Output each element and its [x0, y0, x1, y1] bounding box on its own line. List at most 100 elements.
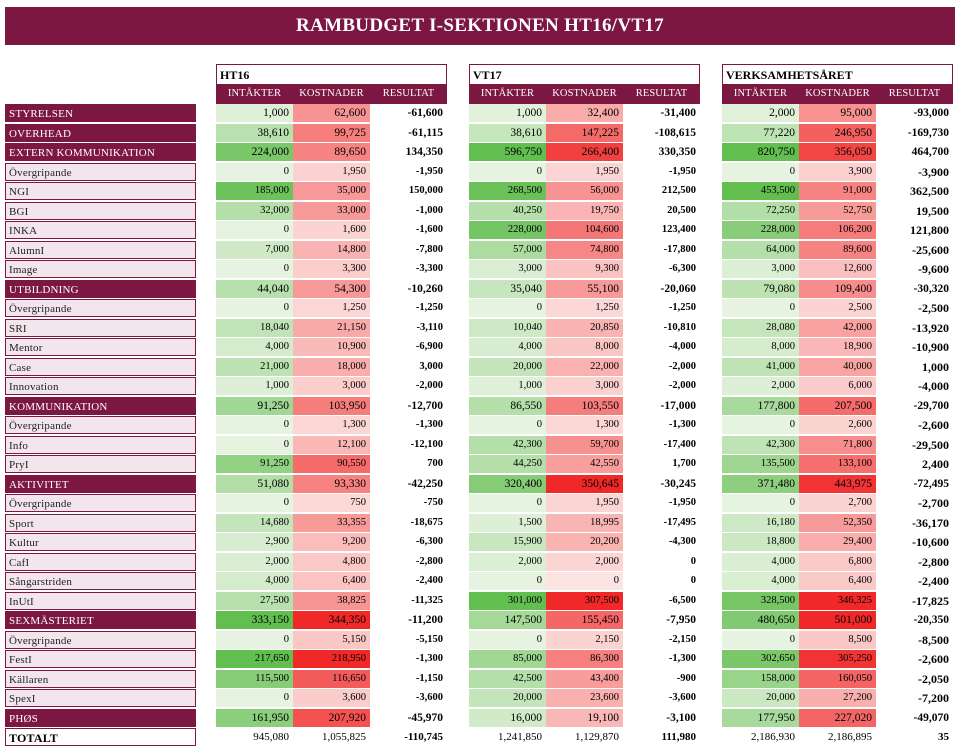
costs-cell: 1,300 — [546, 416, 623, 434]
table-row: 158,000 160,050 -2,050 — [722, 669, 953, 688]
result-cell: -30,245 — [623, 474, 700, 493]
table-row: 44,250 42,550 1,700 — [469, 455, 700, 473]
section-ht16: HT16 INTÄKTER KOSTNADER RESULTAT 1,000 62… — [216, 64, 447, 748]
section-body: 1,000 62,600 -61,600 38,610 99,725 -61,115 224… — [216, 104, 447, 746]
result-cell: 3,000 — [370, 357, 447, 376]
table-row: 217,650 218,950 -1,300 — [216, 650, 447, 668]
income-cell: 147,500 — [469, 611, 546, 629]
table-row: 0 1,950 -1,950 — [469, 162, 700, 181]
result-cell: 150,000 — [370, 182, 447, 200]
table-row: 2,000 95,000 -93,000 — [722, 104, 953, 122]
income-cell: 217,650 — [216, 650, 293, 668]
costs-cell: 19,750 — [546, 201, 623, 220]
income-cell: 7,000 — [216, 240, 293, 259]
result-cell: -45,970 — [370, 708, 447, 727]
table-row: 14,680 33,355 -18,675 — [216, 513, 447, 532]
result-cell: -29,500 — [876, 435, 953, 454]
result-cell: -9,600 — [876, 260, 953, 278]
result-cell: 464,700 — [876, 143, 953, 161]
table-row: 1,500 18,995 -17,495 — [469, 513, 700, 532]
result-cell: 0 — [623, 552, 700, 571]
section-body: 1,000 32,400 -31,400 38,610 147,225 -108,615 5… — [469, 104, 700, 746]
result-cell: -36,170 — [876, 513, 953, 532]
result-cell: -1,950 — [623, 162, 700, 181]
result-cell: -3,110 — [370, 318, 447, 337]
income-cell: 115,500 — [216, 669, 293, 688]
table-row: 0 3,900 -3,900 — [722, 162, 953, 181]
table-row: 2,000 2,000 0 — [469, 552, 700, 571]
table-row: 57,000 74,800 -17,800 — [469, 240, 700, 259]
table-row: 21,000 18,000 3,000 — [216, 357, 447, 376]
income-cell: 57,000 — [469, 240, 546, 259]
costs-cell: 6,800 — [799, 552, 876, 571]
table-row: 77,220 246,950 -169,730 — [722, 123, 953, 142]
result-cell: -17,000 — [623, 396, 700, 415]
income-cell: 20,000 — [469, 357, 546, 376]
table-row: 820,750 356,050 464,700 — [722, 143, 953, 161]
result-cell: -31,400 — [623, 104, 700, 122]
table-row: 41,000 40,000 1,000 — [722, 357, 953, 376]
costs-cell: 3,900 — [799, 162, 876, 181]
column-header-income: INTÄKTER — [227, 88, 282, 99]
total-row: 1,241,850 1,129,870 111,980 — [469, 728, 700, 746]
result-cell: -110,745 — [370, 728, 447, 746]
income-cell: 4,000 — [722, 572, 799, 590]
table-row: 44,040 54,300 -10,260 — [216, 279, 447, 298]
result-cell: -11,200 — [370, 611, 447, 629]
result-cell: -49,070 — [876, 708, 953, 727]
result-cell: -6,500 — [623, 591, 700, 610]
result-cell: -1,300 — [623, 650, 700, 668]
result-cell: -12,700 — [370, 396, 447, 415]
result-cell: -10,810 — [623, 318, 700, 337]
subcategory-label: PryI — [5, 455, 196, 473]
result-cell: -1,150 — [370, 669, 447, 688]
column-header-result: RESULTAT — [382, 88, 435, 99]
income-cell: 40,250 — [469, 201, 546, 220]
total-row: 2,186,930 2,186,895 35 — [722, 728, 953, 746]
result-cell: -2,150 — [623, 630, 700, 649]
table-row: 8,000 18,900 -10,900 — [722, 338, 953, 356]
result-cell: 35 — [876, 728, 953, 746]
costs-cell: 43,400 — [546, 669, 623, 688]
income-cell: 1,241,850 — [469, 728, 546, 746]
table-row: 0 2,500 -2,500 — [722, 299, 953, 317]
costs-cell: 147,225 — [546, 123, 623, 142]
result-cell: -2,800 — [876, 552, 953, 571]
income-cell: 35,040 — [469, 279, 546, 298]
column-header-result: RESULTAT — [635, 88, 688, 99]
table-row: 32,000 33,000 -1,000 — [216, 201, 447, 220]
result-cell: -61,600 — [370, 104, 447, 122]
table-row: 1,000 3,000 -2,000 — [469, 377, 700, 395]
costs-cell: 6,400 — [293, 572, 370, 590]
table-row: 42,500 43,400 -900 — [469, 669, 700, 688]
table-row: 16,180 52,350 -36,170 — [722, 513, 953, 532]
income-cell: 0 — [216, 299, 293, 317]
table-row: 0 1,300 -1,300 — [216, 416, 447, 434]
subcategory-label: SpexI — [5, 689, 196, 707]
table-row: 4,000 8,000 -4,000 — [469, 338, 700, 356]
income-cell: 85,000 — [469, 650, 546, 668]
section-title: VERKSAMHETSÅRET — [722, 64, 953, 84]
table-row: 28,080 42,000 -13,920 — [722, 318, 953, 337]
result-cell: -3,100 — [623, 708, 700, 727]
income-cell: 32,000 — [216, 201, 293, 220]
costs-cell: 109,400 — [799, 279, 876, 298]
income-cell: 77,220 — [722, 123, 799, 142]
category-label: SEXMÄSTERIET — [5, 611, 196, 629]
income-cell: 0 — [722, 162, 799, 181]
costs-cell: 750 — [293, 494, 370, 512]
result-cell: -29,700 — [876, 396, 953, 415]
result-cell: 330,350 — [623, 143, 700, 161]
income-cell: 0 — [469, 299, 546, 317]
column-headers: INTÄKTER KOSTNADER RESULTAT — [722, 84, 953, 104]
table-row: 320,400 350,645 -30,245 — [469, 474, 700, 493]
column-headers: INTÄKTER KOSTNADER RESULTAT — [469, 84, 700, 104]
result-cell: -17,495 — [623, 513, 700, 532]
costs-cell: 3,000 — [546, 377, 623, 395]
income-cell: 42,300 — [722, 435, 799, 454]
income-cell: 4,000 — [722, 552, 799, 571]
category-label: AKTIVITET — [5, 474, 196, 493]
subcategory-label: Sport — [5, 513, 196, 532]
table-row: 0 1,950 -1,950 — [216, 162, 447, 181]
table-row: 596,750 266,400 330,350 — [469, 143, 700, 161]
